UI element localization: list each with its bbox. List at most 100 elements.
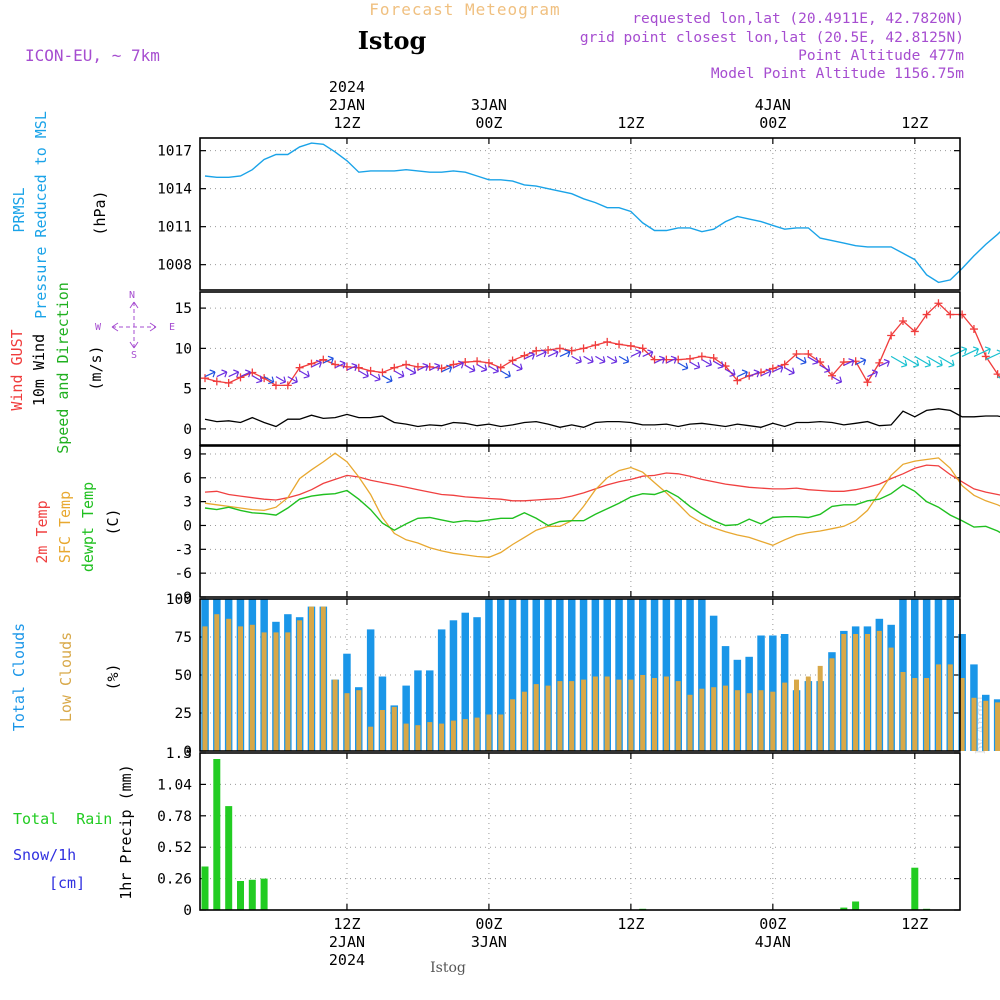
- wind-direction-arrow: [701, 359, 712, 368]
- wind-direction-arrow: [796, 356, 807, 365]
- wind-ytick-label: 10: [175, 341, 192, 357]
- wind-direction-arrow: [559, 349, 571, 358]
- gust-marker: [402, 360, 411, 369]
- total-cloud-bar: [709, 615, 718, 751]
- wind-direction-arrow: [890, 355, 908, 368]
- wind-direction-arrow: [843, 358, 855, 367]
- gust-marker: [212, 377, 221, 386]
- wind-direction-arrow: [535, 349, 547, 358]
- time-bottom-label: 2024: [329, 951, 365, 969]
- low-cloud-bar: [285, 632, 291, 751]
- dewpt-line: [204, 484, 1000, 534]
- total-cloud-bar: [485, 599, 493, 751]
- low-cloud-bar: [675, 681, 681, 751]
- total-cloud-bar: [366, 629, 375, 751]
- wind-direction-arrow: [831, 376, 843, 385]
- precip-ytick-label: 0.52: [157, 840, 192, 856]
- gust-marker: [555, 344, 564, 353]
- wind-direction-arrow: [547, 349, 559, 358]
- low-cloud-bar: [427, 722, 433, 751]
- total-cloud-bar: [603, 599, 611, 751]
- point-altitude: Point Altitude 477m: [798, 48, 964, 64]
- total-cloud-bar: [662, 599, 671, 751]
- wind-direction-arrow: [299, 370, 310, 379]
- time-bottom-label: 00Z: [475, 915, 502, 933]
- pressure-panel-labels: PRMSL Pressure Reduced to MSL (hPa): [10, 111, 109, 319]
- total-cloud-bar: [414, 670, 422, 751]
- bottom-station-label: Istog: [430, 960, 466, 976]
- time-bottom-label: 12Z: [333, 915, 360, 933]
- low-cloud-bar: [581, 679, 587, 751]
- low-cloud-bar: [261, 632, 267, 751]
- low-cloud-bar: [924, 678, 930, 751]
- precip-unit: 1hr Precip (mm): [117, 764, 135, 899]
- wind-direction-arrow: [263, 376, 275, 385]
- clouds-ytick-label: 50: [175, 668, 192, 684]
- low-cloud-bar: [439, 723, 445, 751]
- gust-marker: [532, 346, 541, 355]
- total-cloud-bar: [520, 599, 529, 751]
- time-bottom-label: 4JAN: [755, 933, 791, 951]
- gust-marker: [922, 310, 931, 319]
- wind-direction-arrow: [393, 370, 405, 379]
- pressure-frame: [199, 137, 961, 291]
- low-cloud-bar: [628, 679, 634, 751]
- wind-direction-arrow: [725, 368, 736, 377]
- wind-direction-arrow: [405, 367, 417, 376]
- total-cloud-bar: [556, 599, 564, 751]
- wind-direction-arrow: [902, 355, 920, 368]
- time-axis-top: 20242JAN12Z3JAN00Z12Z4JAN00Z12Z5JAN00Z: [329, 78, 928, 132]
- gust-marker: [366, 366, 375, 375]
- total-clouds-label: Total Clouds: [10, 623, 28, 731]
- wind-direction-arrow: [737, 369, 748, 378]
- rain-bar: [852, 901, 860, 910]
- total-cloud-bar: [532, 599, 540, 751]
- temperature-ytick-label: 0: [183, 518, 192, 534]
- gust-marker: [508, 356, 517, 365]
- time-bottom-label: 12Z: [617, 915, 644, 933]
- low-cloud-bar: [805, 676, 811, 751]
- wind-direction-arrow: [453, 360, 464, 369]
- low-cloud-bar: [214, 614, 220, 751]
- gust-marker: [709, 354, 718, 363]
- wind10-label: 10m Wind: [30, 334, 48, 406]
- low-cloud-bar: [297, 620, 303, 751]
- temperature-ytick-label: 6: [183, 471, 192, 487]
- compass-rose: N S W E: [95, 290, 175, 361]
- low-cloud-bar: [616, 679, 622, 751]
- wind10-line: [204, 408, 1000, 428]
- low-cloud-bar: [971, 697, 977, 751]
- low-cloud-bar: [853, 634, 859, 751]
- low-cloud-bar: [900, 672, 906, 751]
- total-cloud-bar: [461, 612, 469, 751]
- low-cloud-bar: [309, 606, 314, 751]
- gust-label: Wind GUST: [8, 329, 26, 410]
- low-cloud-bar: [663, 676, 669, 751]
- clouds-frame: [199, 598, 961, 752]
- low-cloud-bar: [569, 681, 575, 751]
- time-top-label: 12Z: [333, 114, 360, 132]
- time-top-label: 4JAN: [755, 96, 791, 114]
- low-clouds-label: Low Clouds: [57, 632, 75, 722]
- wind-direction-arrow: [334, 360, 346, 369]
- low-cloud-bar: [817, 665, 823, 751]
- gust-marker: [934, 299, 943, 308]
- compass-n: N: [129, 290, 135, 301]
- temperature-ytick-label: 9: [183, 447, 192, 463]
- low-cloud-bar: [344, 693, 350, 751]
- rain-bar: [911, 867, 919, 910]
- total-cloud-bar: [437, 629, 446, 751]
- time-top-label: 12Z: [617, 114, 644, 132]
- compass-arrowheads: [111, 301, 157, 349]
- wind-direction-arrow: [772, 364, 784, 373]
- gust-marker: [863, 378, 872, 387]
- compass-w: W: [95, 322, 102, 333]
- wind-direction-arrow: [642, 349, 654, 358]
- wind-direction-arrow: [476, 363, 488, 373]
- precip-ytick-label: 1.04: [157, 777, 192, 793]
- low-cloud-bar: [510, 699, 516, 751]
- forecast-meteogram-title: Forecast Meteogram: [369, 0, 560, 19]
- low-cloud-bar: [640, 675, 646, 751]
- low-cloud-bar: [533, 684, 539, 751]
